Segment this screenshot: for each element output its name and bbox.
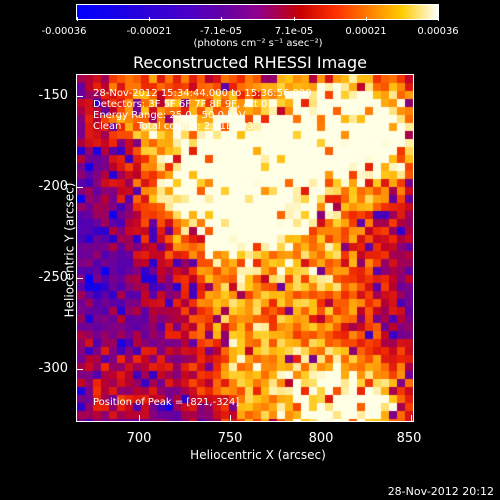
colorbar-tick-label: -7.1e-05	[200, 26, 242, 37]
x-tick-mark	[230, 415, 231, 421]
annotation-detectors: Detectors: 3F 5F 6F 7F 8F 9F, Att 0	[93, 99, 268, 110]
colorbar-tick-label: 0.00036	[417, 26, 459, 37]
colorbar-tick-label: -0.00021	[126, 26, 172, 37]
y-tick-mark	[77, 187, 83, 188]
rhessi-image-canvas	[77, 75, 413, 421]
x-tick-label: 800	[308, 431, 334, 446]
colorbar-tick	[366, 17, 367, 21]
colorbar-unit: (photons cm⁻² s⁻¹ asec⁻²)	[193, 38, 323, 49]
y-tick-mark	[77, 96, 83, 97]
y-tick-label: -150	[38, 88, 68, 103]
x-tick-label: 750	[217, 431, 243, 446]
x-tick-mark	[321, 415, 322, 421]
colorbar-ticks	[0, 0, 500, 40]
colorbar-tick	[294, 17, 295, 21]
x-tick-label: 700	[126, 431, 152, 446]
colorbar-tick-label: 7.1e-05	[274, 26, 314, 37]
annotation-energy: Energy Range: 25.0 - 50.0 keV	[93, 110, 246, 121]
colorbar	[76, 4, 439, 20]
colorbar-tick	[438, 17, 439, 21]
annotation-peak: Position of Peak = [821,-324]	[93, 397, 240, 408]
rhessi-image: 28-Nov-2012 15:34:44.000 to 15:36:56.000…	[76, 74, 414, 422]
colorbar-tick-label: 0.00021	[345, 26, 387, 37]
x-tick-mark	[139, 415, 140, 421]
plot-title: Reconstructed RHESSI Image	[133, 53, 367, 72]
y-tick-mark	[77, 369, 83, 370]
y-axis-label: Heliocentric Y (arcsec)	[62, 182, 77, 318]
colorbar-tick	[221, 17, 222, 21]
y-tick-mark	[77, 278, 83, 279]
annotation-clean: Clean Total counts: 2.91E+03	[93, 121, 254, 132]
colorbar-tick	[77, 17, 78, 21]
x-axis-label: Heliocentric X (arcsec)	[190, 448, 326, 462]
y-tick-label: -300	[38, 361, 68, 376]
y-tick-label: -200	[38, 179, 68, 194]
colorbar-tick-label: -0.00036	[41, 26, 87, 37]
x-tick-mark	[411, 415, 412, 421]
y-tick-label: -250	[38, 270, 68, 285]
x-tick-label: 850	[396, 431, 422, 446]
timestamp: 28-Nov-2012 20:12	[387, 485, 494, 498]
annotation-time: 28-Nov-2012 15:34:44.000 to 15:36:56.000	[93, 88, 312, 99]
colorbar-tick	[149, 17, 150, 21]
